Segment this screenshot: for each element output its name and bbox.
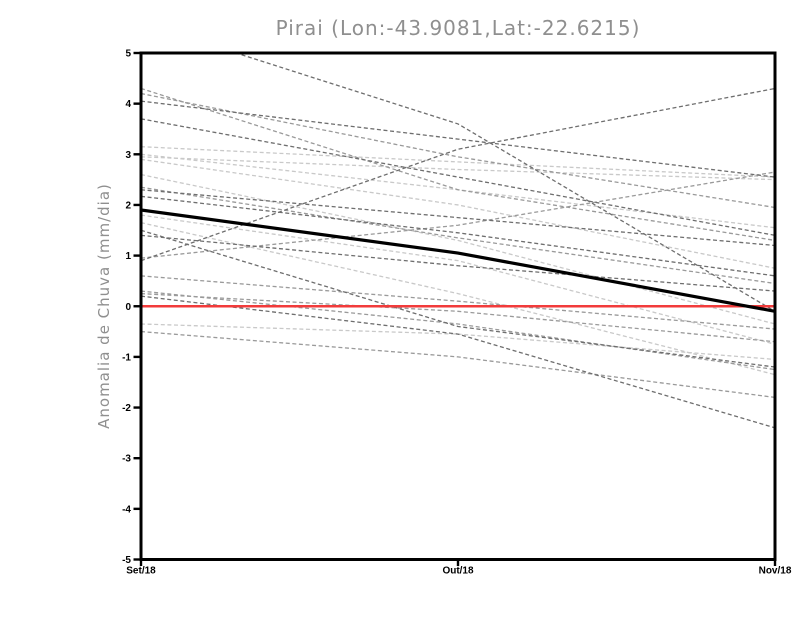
member-line: [141, 87, 775, 242]
member-line: [141, 330, 775, 399]
ensemble-mean-line: [141, 208, 775, 313]
y-tick-label: -2: [122, 403, 131, 414]
member-line: [141, 171, 775, 259]
y-tick-label: 1: [125, 251, 131, 262]
member-line: [141, 234, 775, 292]
member-line: [141, 146, 775, 178]
y-tick-label: 2: [125, 200, 131, 211]
x-tick-label: Nov/18: [759, 566, 792, 577]
member-line: [141, 292, 775, 343]
y-tick-label: -5: [122, 555, 131, 566]
member-line: [141, 118, 775, 236]
member-line: [233, 53, 775, 312]
member-line: [141, 100, 775, 178]
member-line: [141, 156, 775, 181]
legend: Membros 1-8 Membros 9-16 Membros 17-25 E…: [0, 590, 800, 610]
member-line: [141, 92, 775, 209]
member-line: [141, 186, 775, 285]
member-line: [141, 275, 775, 330]
member-line: [141, 189, 775, 247]
y-tick-label: 0: [125, 302, 131, 313]
member-line: [141, 87, 775, 262]
x-tick-label: Set/18: [126, 566, 156, 577]
member-line: [141, 173, 775, 325]
member-line: [141, 290, 775, 371]
member-line: [141, 229, 775, 368]
member-line: [141, 323, 775, 361]
x-tick-label: Out/18: [442, 566, 474, 577]
y-tick-label: 4: [125, 99, 131, 110]
y-tick-label: -4: [122, 504, 131, 515]
y-tick-label: -3: [122, 454, 131, 465]
member-line: [141, 214, 775, 345]
member-line: [141, 195, 775, 277]
member-line: [141, 295, 775, 429]
y-tick-label: 3: [125, 150, 131, 161]
y-tick-label: -1: [122, 352, 131, 363]
y-tick-label: 5: [125, 49, 131, 60]
chart-title: Pirai (Lon:-43.9081,Lat:-22.6215): [275, 16, 641, 40]
member-line: [141, 158, 775, 269]
member-line: [141, 222, 775, 376]
